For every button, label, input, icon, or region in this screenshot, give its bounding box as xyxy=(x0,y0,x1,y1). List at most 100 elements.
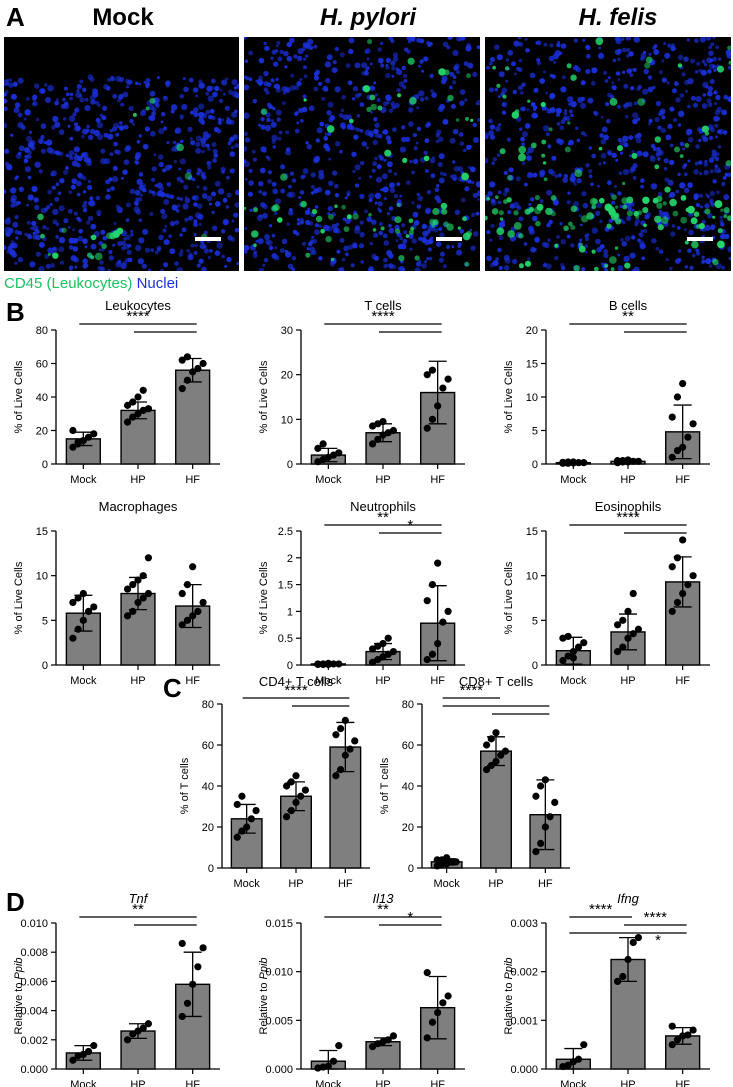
nucleus xyxy=(275,44,279,48)
nucleus xyxy=(539,169,546,176)
nucleus xyxy=(352,169,356,174)
nucleus xyxy=(598,46,602,50)
nucleus xyxy=(90,223,97,230)
nucleus xyxy=(382,233,388,239)
nucleus xyxy=(201,149,205,154)
data-point xyxy=(282,813,291,821)
nucleus xyxy=(73,211,78,216)
nucleus xyxy=(227,141,232,146)
nucleus xyxy=(176,176,182,182)
nucleus xyxy=(463,61,469,67)
nucleus xyxy=(547,238,551,242)
nucleus xyxy=(359,232,365,238)
nucleus xyxy=(679,141,685,147)
nucleus xyxy=(310,191,315,195)
x-tick-label: Mock xyxy=(70,474,97,486)
nucleus xyxy=(294,110,299,115)
nucleus xyxy=(417,195,423,202)
nucleus xyxy=(263,41,267,46)
nucleus xyxy=(316,70,320,75)
significance-label: * xyxy=(407,909,413,926)
cd45-cell xyxy=(604,263,609,268)
nucleus xyxy=(278,130,283,135)
x-tick-label: HP xyxy=(130,675,145,687)
nucleus xyxy=(306,247,310,251)
nucleus xyxy=(702,81,709,88)
nucleus xyxy=(198,111,205,118)
data-point xyxy=(434,402,442,410)
nucleus xyxy=(534,236,540,243)
nucleus xyxy=(270,56,274,60)
nucleus xyxy=(271,119,274,123)
nucleus xyxy=(616,104,621,109)
nucleus xyxy=(402,238,408,244)
nucleus xyxy=(706,37,711,41)
nucleus xyxy=(258,181,264,187)
nucleus xyxy=(374,122,380,128)
nucleus xyxy=(579,223,583,227)
nucleus xyxy=(631,235,636,240)
y-tick-label: 0 xyxy=(408,863,414,875)
nucleus xyxy=(332,67,338,73)
cd45-cell xyxy=(462,216,467,222)
y-tick-label: 1 xyxy=(287,606,293,618)
nucleus xyxy=(149,130,156,137)
nucleus xyxy=(293,85,300,91)
nucleus xyxy=(702,93,706,97)
scale-bar xyxy=(687,237,713,241)
nucleus xyxy=(669,143,674,148)
cd45-cell xyxy=(518,233,524,239)
cd45-cell xyxy=(486,196,491,201)
nucleus xyxy=(604,79,609,83)
nucleus xyxy=(229,151,236,157)
data-point xyxy=(423,656,431,664)
data-point xyxy=(324,1062,332,1070)
micrograph-mock xyxy=(4,37,239,271)
nucleus xyxy=(276,40,281,45)
nucleus xyxy=(52,219,58,225)
nucleus xyxy=(399,146,406,153)
nucleus xyxy=(171,146,177,152)
nucleus xyxy=(334,46,339,52)
nucleus xyxy=(113,222,117,225)
nucleus xyxy=(373,128,379,135)
nucleus xyxy=(695,144,700,149)
nucleus xyxy=(380,188,384,192)
nucleus xyxy=(305,141,309,145)
cd45-cell xyxy=(654,164,660,170)
data-point xyxy=(90,603,98,611)
cd45-cell xyxy=(564,146,571,153)
nucleus xyxy=(226,256,232,263)
nucleus xyxy=(518,58,523,63)
nucleus xyxy=(401,65,406,71)
nucleus xyxy=(264,234,271,240)
y-tick-label: 20 xyxy=(202,822,214,834)
nucleus xyxy=(573,65,579,71)
scale-bar xyxy=(195,237,221,241)
nucleus xyxy=(301,47,306,52)
y-tick-label: 0.002 xyxy=(20,1035,48,1047)
data-point xyxy=(624,955,632,964)
nucleus xyxy=(640,184,644,189)
nucleus xyxy=(339,52,345,58)
nucleus xyxy=(350,218,353,222)
nucleus xyxy=(412,158,419,164)
nucleus xyxy=(58,246,65,253)
nucleus xyxy=(126,85,130,89)
nucleus xyxy=(258,190,262,194)
nucleus xyxy=(497,190,502,195)
nucleus xyxy=(712,179,717,184)
data-point xyxy=(69,426,77,435)
cd45-cell xyxy=(300,200,307,208)
nucleus xyxy=(675,97,681,103)
y-tick-label: 10 xyxy=(526,392,538,404)
nucleus xyxy=(96,122,103,129)
nucleus xyxy=(403,230,408,235)
nucleus xyxy=(568,109,573,114)
nucleus xyxy=(205,91,210,96)
nucleus xyxy=(659,70,664,75)
nucleus xyxy=(346,190,351,195)
nucleus xyxy=(120,102,125,107)
nucleus xyxy=(4,218,11,225)
data-point xyxy=(624,456,632,464)
